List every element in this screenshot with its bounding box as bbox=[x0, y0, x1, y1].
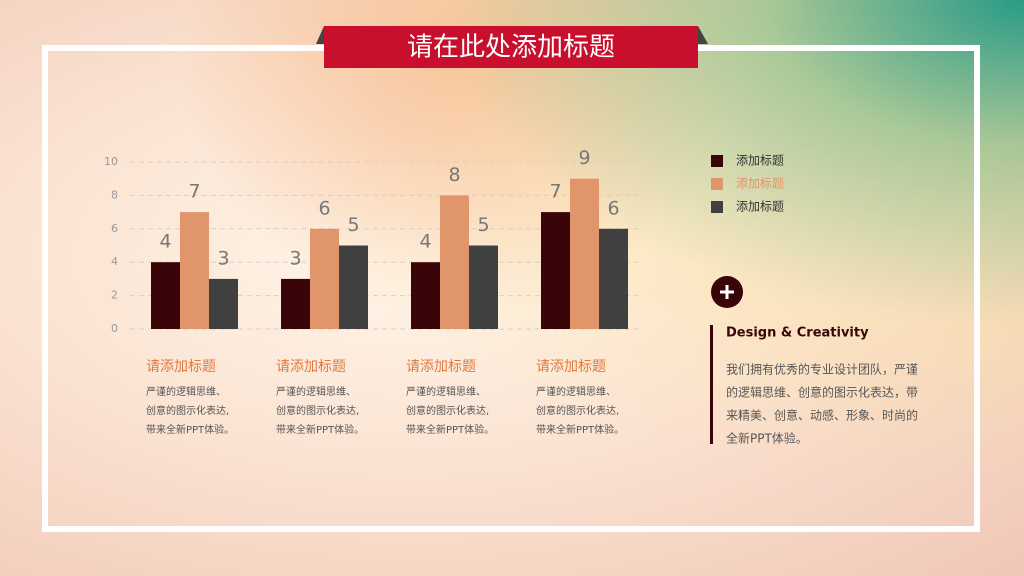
bar bbox=[339, 245, 368, 329]
data-label: 6 bbox=[607, 197, 619, 219]
bar bbox=[180, 212, 209, 329]
data-label: 7 bbox=[188, 181, 200, 203]
data-label: 8 bbox=[448, 164, 460, 186]
y-tick-label: 8 bbox=[111, 188, 118, 201]
group-title: 请添加标题 bbox=[536, 359, 606, 375]
group-description: 严谨的逻辑思维、 bbox=[536, 385, 616, 398]
y-tick-label: 6 bbox=[111, 222, 118, 235]
title-tab-right bbox=[698, 26, 708, 44]
y-tick-label: 2 bbox=[111, 289, 118, 302]
side-heading: Design & Creativity bbox=[726, 326, 869, 341]
bar bbox=[541, 212, 570, 329]
side-text: 的逻辑思维、创意的图示化表达，带 bbox=[726, 385, 918, 400]
data-label: 9 bbox=[578, 147, 590, 169]
y-tick-label: 0 bbox=[111, 322, 118, 335]
legend-label: 添加标题 bbox=[736, 177, 784, 191]
group-description: 严谨的逻辑思维、 bbox=[406, 385, 486, 398]
legend-swatch bbox=[711, 178, 723, 190]
bar bbox=[310, 228, 339, 329]
title-bar bbox=[324, 26, 698, 68]
data-label: 7 bbox=[549, 181, 561, 203]
bar bbox=[599, 228, 628, 329]
data-label: 4 bbox=[159, 231, 171, 253]
bar bbox=[281, 278, 310, 329]
bar bbox=[570, 178, 599, 329]
data-label: 3 bbox=[289, 247, 301, 269]
group-title: 请添加标题 bbox=[276, 359, 346, 375]
group-description: 严谨的逻辑思维、 bbox=[276, 385, 356, 398]
title-tab-left bbox=[316, 26, 324, 44]
side-text: 全新PPT体验。 bbox=[726, 431, 808, 446]
group-description: 创意的图示化表达, bbox=[406, 404, 489, 417]
group-description: 带来全新PPT体验。 bbox=[276, 423, 364, 436]
legend-swatch bbox=[711, 201, 723, 213]
group-title: 请添加标题 bbox=[406, 359, 476, 375]
group-title: 请添加标题 bbox=[146, 359, 216, 375]
y-tick-label: 10 bbox=[104, 155, 118, 168]
data-label: 4 bbox=[419, 231, 431, 253]
data-label: 6 bbox=[318, 197, 330, 219]
side-accent bbox=[710, 325, 713, 444]
group-description: 带来全新PPT体验。 bbox=[406, 423, 494, 436]
bar bbox=[411, 262, 440, 329]
legend-label: 添加标题 bbox=[736, 200, 784, 214]
group-description: 创意的图示化表达, bbox=[276, 404, 359, 417]
side-text: 来精美、创意、动感、形象、时尚的 bbox=[726, 408, 918, 423]
group-description: 带来全新PPT体验。 bbox=[146, 423, 234, 436]
plus-sign bbox=[720, 285, 734, 299]
bar bbox=[440, 195, 469, 329]
group-description: 严谨的逻辑思维、 bbox=[146, 385, 226, 398]
legend-swatch bbox=[711, 155, 723, 167]
bar bbox=[151, 262, 180, 329]
group-description: 创意的图示化表达, bbox=[536, 404, 619, 417]
bar bbox=[209, 278, 238, 329]
data-label: 3 bbox=[217, 247, 229, 269]
legend-label: 添加标题 bbox=[736, 154, 784, 168]
data-label: 5 bbox=[347, 214, 359, 236]
slide-title: 请在此处添加标题 bbox=[407, 33, 615, 63]
bar bbox=[469, 245, 498, 329]
y-tick-label: 4 bbox=[111, 255, 118, 268]
side-text: 我们拥有优秀的专业设计团队，严谨 bbox=[726, 362, 918, 377]
group-description: 创意的图示化表达, bbox=[146, 404, 229, 417]
group-description: 带来全新PPT体验。 bbox=[536, 423, 624, 436]
data-label: 5 bbox=[477, 214, 489, 236]
